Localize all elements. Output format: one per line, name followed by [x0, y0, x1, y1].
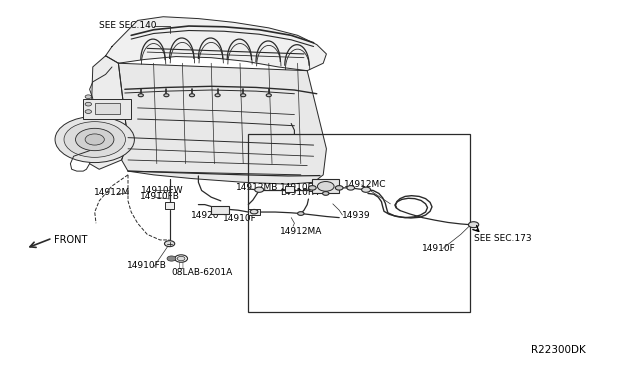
- Text: 08LAB-6201A: 08LAB-6201A: [171, 268, 232, 277]
- Polygon shape: [118, 63, 326, 184]
- Text: 14910FB: 14910FB: [127, 262, 166, 270]
- Circle shape: [55, 116, 134, 163]
- Bar: [165, 202, 174, 209]
- Circle shape: [250, 209, 258, 214]
- Bar: [211, 206, 229, 214]
- Circle shape: [64, 122, 125, 157]
- Circle shape: [215, 94, 220, 97]
- Text: 14912M: 14912M: [94, 188, 131, 197]
- Bar: [95, 103, 120, 114]
- Text: FRONT: FRONT: [54, 235, 88, 245]
- Polygon shape: [106, 17, 326, 71]
- Text: 14912MC: 14912MC: [344, 180, 387, 189]
- Bar: [248, 209, 260, 215]
- Circle shape: [347, 186, 355, 190]
- Circle shape: [85, 110, 92, 113]
- Text: 14939: 14939: [342, 211, 371, 219]
- Circle shape: [266, 94, 271, 97]
- Text: 14910F: 14910F: [223, 214, 257, 223]
- Text: SEE SEC.140: SEE SEC.140: [99, 21, 157, 30]
- Text: 14910FA: 14910FA: [280, 183, 319, 192]
- Circle shape: [85, 95, 92, 99]
- Text: 14920: 14920: [191, 211, 220, 220]
- Bar: [83, 99, 131, 119]
- Text: 14912MA: 14912MA: [280, 227, 322, 236]
- Circle shape: [241, 94, 246, 97]
- Text: L4910FA: L4910FA: [280, 188, 318, 197]
- Text: 14910FW: 14910FW: [141, 186, 184, 195]
- Text: SEE SEC.173: SEE SEC.173: [474, 234, 531, 243]
- Circle shape: [255, 187, 264, 192]
- Circle shape: [298, 212, 304, 215]
- Bar: [285, 186, 294, 192]
- Circle shape: [164, 241, 175, 247]
- Circle shape: [323, 192, 329, 195]
- Circle shape: [468, 222, 479, 228]
- Polygon shape: [90, 56, 128, 169]
- Circle shape: [335, 186, 343, 190]
- Text: 14912MB: 14912MB: [236, 183, 278, 192]
- Text: 14910FB: 14910FB: [140, 192, 179, 201]
- Circle shape: [189, 94, 195, 97]
- Circle shape: [175, 255, 188, 262]
- Circle shape: [177, 256, 185, 261]
- Circle shape: [85, 102, 92, 106]
- Circle shape: [362, 187, 371, 192]
- Circle shape: [138, 94, 143, 97]
- Circle shape: [164, 94, 169, 97]
- Circle shape: [167, 256, 176, 261]
- Circle shape: [85, 134, 104, 145]
- Bar: [312, 179, 339, 193]
- Circle shape: [76, 128, 114, 151]
- Circle shape: [317, 182, 334, 191]
- Text: R22300DK: R22300DK: [531, 346, 586, 355]
- Bar: [248, 134, 470, 312]
- Circle shape: [308, 186, 316, 190]
- Text: 14910F: 14910F: [422, 244, 456, 253]
- Text: Ⓐ: Ⓐ: [179, 260, 184, 269]
